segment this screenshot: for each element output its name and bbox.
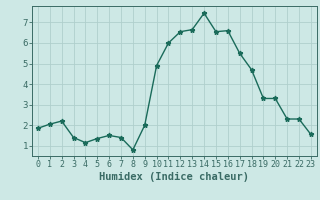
X-axis label: Humidex (Indice chaleur): Humidex (Indice chaleur) bbox=[100, 172, 249, 182]
